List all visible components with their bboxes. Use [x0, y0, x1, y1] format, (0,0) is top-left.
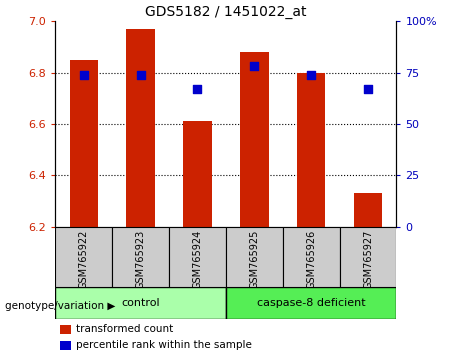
- Text: caspase-8 deficient: caspase-8 deficient: [257, 298, 366, 308]
- Bar: [226, 287, 396, 319]
- Bar: [126, 29, 155, 227]
- Bar: [183, 121, 212, 227]
- Text: GSM765923: GSM765923: [136, 230, 146, 289]
- Bar: [226, 227, 283, 287]
- Bar: [340, 227, 396, 287]
- Bar: [55, 227, 112, 287]
- Text: GSM765922: GSM765922: [79, 230, 89, 289]
- Bar: [70, 60, 98, 227]
- Bar: [297, 73, 325, 227]
- Bar: [354, 193, 382, 227]
- Text: GSM765924: GSM765924: [192, 230, 202, 289]
- Bar: [169, 227, 226, 287]
- Point: [364, 86, 372, 92]
- Title: GDS5182 / 1451022_at: GDS5182 / 1451022_at: [145, 5, 307, 19]
- Text: transformed count: transformed count: [76, 324, 173, 334]
- Point: [80, 72, 88, 78]
- Point: [307, 72, 315, 78]
- Point: [137, 72, 144, 78]
- Text: control: control: [121, 298, 160, 308]
- Text: GSM765926: GSM765926: [306, 230, 316, 289]
- Bar: [240, 52, 268, 227]
- Bar: [112, 227, 169, 287]
- Bar: [55, 287, 226, 319]
- Point: [251, 64, 258, 69]
- Text: genotype/variation ▶: genotype/variation ▶: [5, 301, 115, 311]
- Text: GSM765925: GSM765925: [249, 230, 260, 289]
- Point: [194, 86, 201, 92]
- Text: percentile rank within the sample: percentile rank within the sample: [76, 340, 252, 350]
- Text: GSM765927: GSM765927: [363, 230, 373, 289]
- Bar: [283, 227, 340, 287]
